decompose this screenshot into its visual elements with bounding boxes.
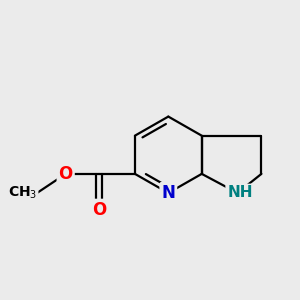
Text: NH: NH [227, 185, 253, 200]
Text: CH$_3$: CH$_3$ [8, 185, 37, 201]
Text: N: N [161, 184, 175, 202]
Text: O: O [92, 201, 106, 219]
Text: O: O [58, 165, 73, 183]
